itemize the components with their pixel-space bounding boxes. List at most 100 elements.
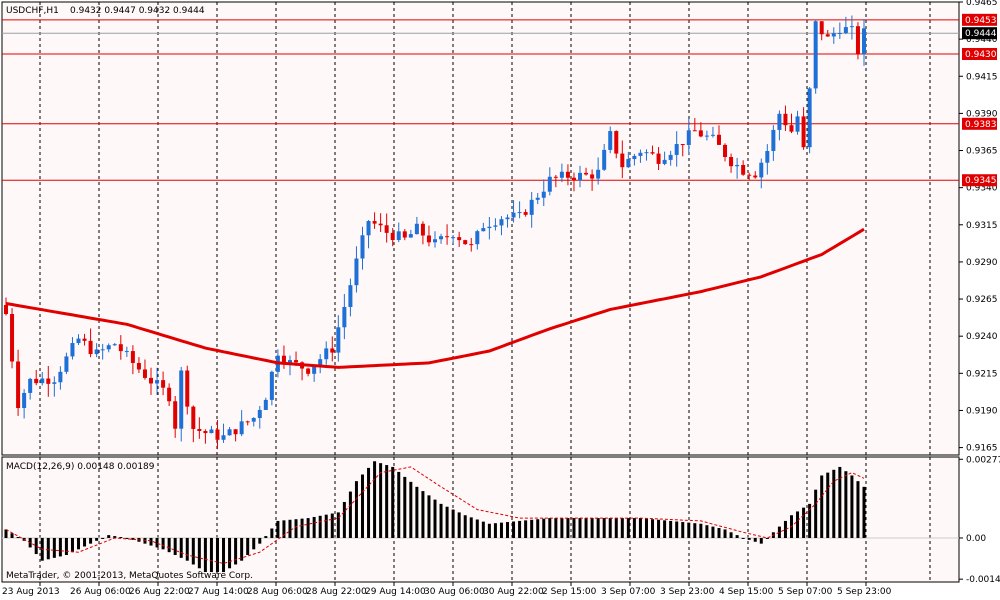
candle-body — [402, 231, 407, 238]
macd-bar — [632, 518, 636, 538]
macd-axis: 0.00277 0.00 -0.00145 — [959, 455, 1000, 585]
candle-body — [559, 171, 564, 178]
macd-bar — [312, 516, 316, 538]
macd-bar — [657, 519, 661, 538]
macd-bar — [367, 467, 371, 538]
candle-body — [801, 116, 806, 148]
macd-bar — [4, 529, 8, 538]
macd-bar — [107, 535, 111, 538]
candle-body — [535, 197, 540, 200]
candle-body — [76, 338, 81, 344]
candle-body — [777, 113, 782, 130]
time-tick-label: 30 Aug 06:00 — [424, 587, 485, 597]
candle-body — [656, 153, 661, 164]
candle-body — [493, 225, 498, 227]
level-label: 0.9453 — [965, 16, 997, 26]
time-tick-label: 28 Aug 22:00 — [306, 587, 367, 597]
macd-bar — [584, 518, 588, 538]
macd-bar — [300, 518, 304, 538]
candle-body — [185, 370, 190, 407]
macd-bar — [729, 532, 733, 538]
candle-body — [729, 157, 734, 167]
macd-bar — [427, 495, 431, 538]
candle-body — [324, 348, 329, 360]
macd-bar — [463, 515, 467, 538]
candle-body — [710, 134, 715, 136]
macd-bar — [89, 537, 93, 544]
price-tick-label: 0.9365 — [966, 147, 998, 157]
candle-body — [789, 125, 794, 132]
candle-body — [191, 406, 196, 429]
macd-bar — [433, 499, 437, 538]
candle-body — [426, 235, 431, 243]
macd-bar — [620, 518, 624, 538]
macd-bar — [95, 537, 99, 541]
level-label: 0.9345 — [965, 176, 997, 186]
candle-body — [245, 421, 250, 423]
macd-bar — [385, 465, 389, 538]
candle-body — [16, 361, 21, 409]
main-panel — [1, 1, 960, 456]
macd-bar — [64, 537, 68, 556]
moving-average-line — [5, 227, 865, 369]
candle-body — [723, 144, 728, 158]
candle-body — [287, 360, 292, 363]
candles — [4, 15, 866, 450]
time-tick-label: 27 Aug 14:00 — [188, 587, 249, 597]
candle-body — [257, 409, 262, 419]
price-tick-label: 0.9165 — [966, 444, 998, 454]
candle-body — [795, 116, 800, 132]
price-tick-label: 0.9265 — [966, 295, 998, 305]
macd-bar — [524, 520, 528, 538]
time-tick-label: 5 Sep 23:00 — [837, 587, 892, 597]
macd-bar — [512, 521, 516, 538]
macd-bar — [373, 461, 377, 538]
macd-bar — [10, 533, 14, 538]
macd-bar — [506, 522, 510, 538]
macd-bar — [149, 537, 153, 546]
macd-bar — [481, 521, 485, 538]
macd-bar — [578, 518, 582, 538]
time-tick-label: 29 Aug 14:00 — [365, 587, 426, 597]
candle-body — [831, 33, 836, 37]
macd-bar — [783, 520, 787, 538]
macd-bar — [808, 503, 812, 538]
chart-header: USDCHF,H1 — [6, 6, 59, 16]
macd-bar — [52, 537, 56, 558]
candle-body — [608, 131, 613, 150]
macd-bar — [179, 537, 183, 558]
candle-body — [360, 235, 365, 259]
macd-bar — [155, 537, 159, 548]
macd-bar — [421, 491, 425, 538]
candle-body — [475, 231, 480, 245]
macd-bar — [832, 469, 836, 538]
macd-bar — [796, 511, 800, 538]
current-price-box — [962, 27, 997, 40]
candle-body — [825, 34, 830, 37]
macd-bar — [814, 489, 818, 538]
time-tick-label: 28 Aug 06:00 — [247, 587, 308, 597]
candle-body — [753, 175, 758, 178]
candle-body — [590, 174, 595, 179]
candle-body — [529, 199, 534, 215]
macd-bar — [451, 509, 455, 538]
macd-bar — [185, 537, 189, 561]
candle-body — [439, 236, 444, 240]
candle-body — [451, 237, 456, 239]
candle-body — [209, 429, 214, 434]
macd-bar — [626, 518, 630, 538]
macd-tick-label: 0.00277 — [966, 455, 1000, 465]
candle-body — [106, 345, 111, 350]
macd-bar — [209, 537, 213, 573]
candle-body — [294, 360, 299, 363]
price-tick-label: 0.9390 — [966, 109, 998, 119]
candle-body — [4, 304, 8, 315]
level-label-box — [962, 174, 997, 187]
candle-body — [233, 429, 238, 435]
candle-body — [463, 240, 468, 245]
macd-bar — [753, 537, 757, 542]
candle-body — [70, 343, 75, 357]
candle-body — [28, 378, 33, 393]
macd-signal-line — [5, 466, 865, 565]
